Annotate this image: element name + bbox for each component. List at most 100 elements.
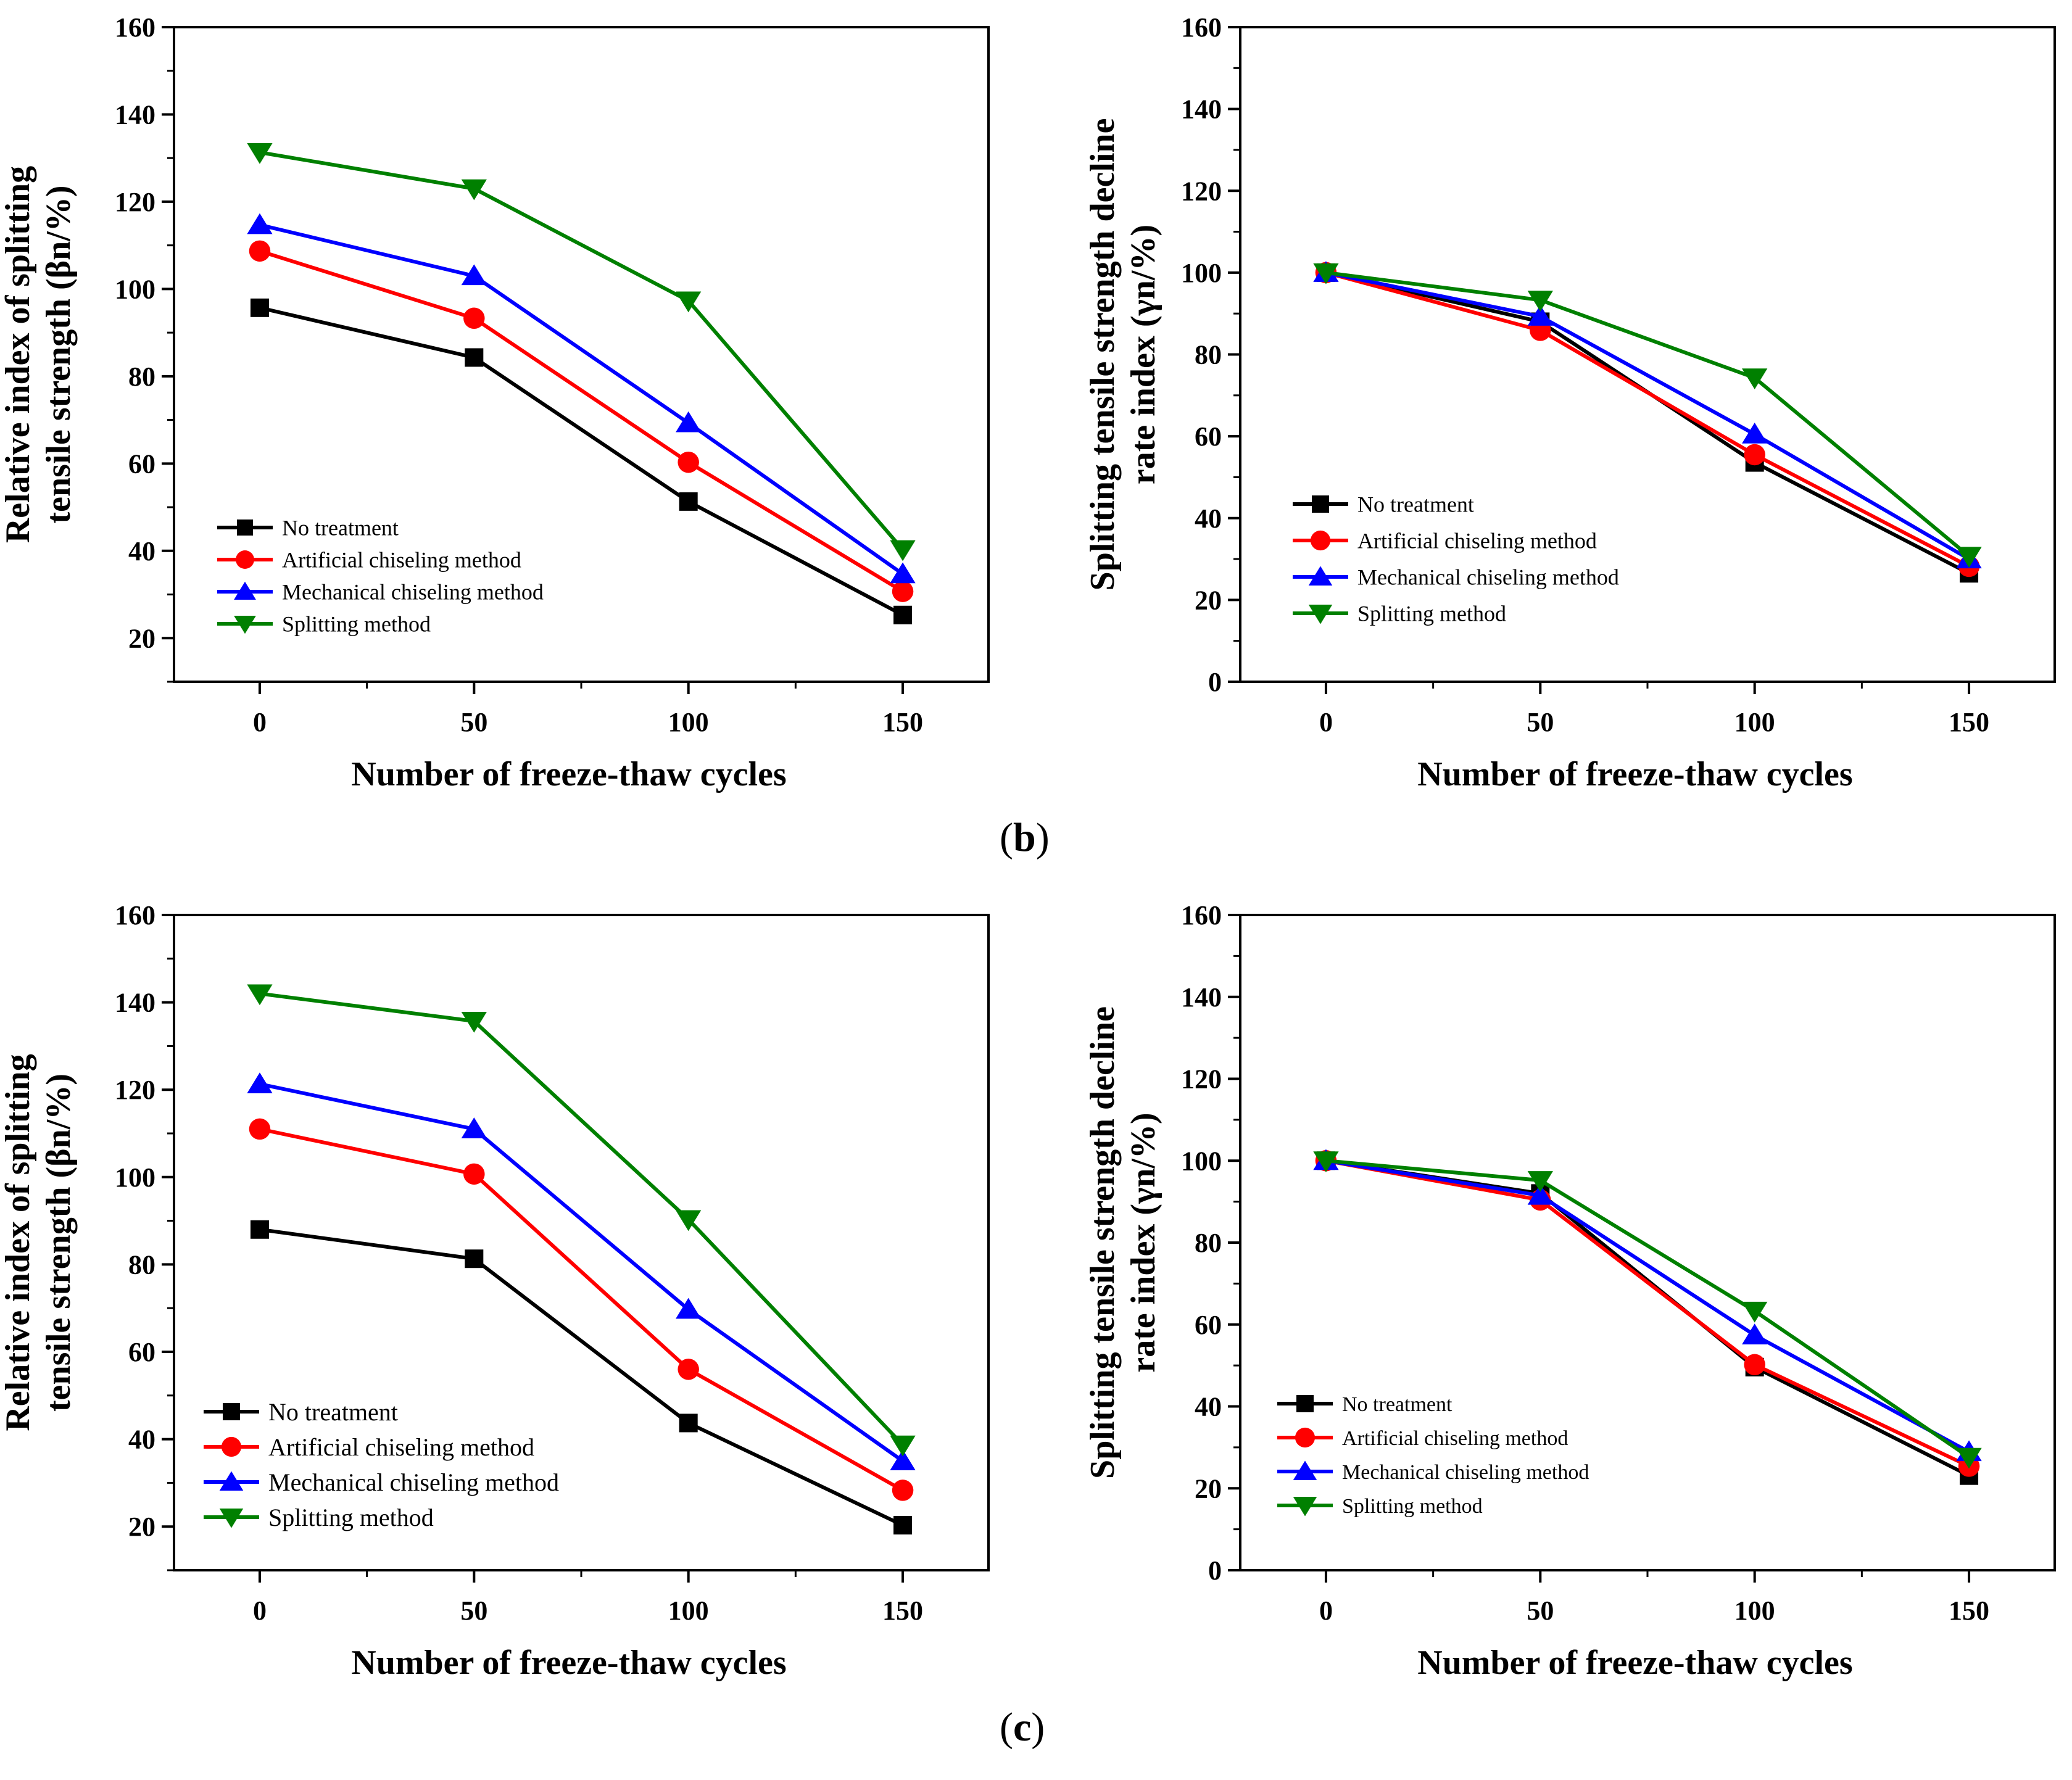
y-tick-label: 80 — [128, 1249, 155, 1280]
y-tick-label: 80 — [1195, 1228, 1222, 1258]
panel-label-b: (b) — [1000, 815, 1050, 860]
y-tick-label: 40 — [128, 536, 155, 566]
data-point-mechanical — [247, 1072, 273, 1093]
legend-label: Artificial chiseling method — [1357, 529, 1597, 553]
y-tick-label: 40 — [128, 1425, 155, 1455]
y-tick-label: 140 — [115, 988, 155, 1018]
data-point-splitting — [461, 1012, 487, 1033]
legend-marker — [1293, 1497, 1317, 1517]
x-tick-label: 150 — [1949, 1596, 1989, 1626]
series-line-splitting — [1325, 1159, 1970, 1459]
data-point-artificial — [678, 451, 699, 473]
y-axis-title: Splitting tensile strength decline — [1084, 1006, 1122, 1479]
data-point-splitting — [890, 1435, 916, 1457]
legend-label: Mechanical chiseling method — [282, 580, 544, 605]
data-point-artificial — [678, 1359, 699, 1380]
chart-b-right: 0 20 40 60 80 100 120 140 160 0 50 100 150 Number of … — [1084, 12, 2056, 793]
y-tick-label: 160 — [115, 900, 155, 930]
legend-marker — [1308, 605, 1333, 624]
legend: No treatment Artificial chiseling method M… — [1277, 1393, 1589, 1518]
legend-label: Artificial chiseling method — [268, 1433, 534, 1461]
series-line-no_treatment — [259, 305, 904, 617]
legend: No treatment Artificial chiseling method M… — [204, 1398, 559, 1531]
x-tick-label: 0 — [1319, 1596, 1333, 1626]
legend-marker — [234, 616, 256, 634]
data-point-splitting — [1527, 1171, 1553, 1192]
x-tick-label: 150 — [1949, 707, 1989, 737]
data-point-artificial — [892, 1480, 914, 1501]
data-point-artificial — [463, 307, 485, 329]
x-tick-label: 50 — [1527, 707, 1554, 737]
data-point-splitting — [247, 143, 273, 164]
legend-marker — [1293, 1460, 1317, 1480]
y-tick-label: 40 — [1195, 1392, 1222, 1422]
chart-b-left: 20 40 60 80 100 120 140 160 0 50 100 150 Number of f… — [0, 12, 990, 793]
y-tick-label: 140 — [1181, 982, 1222, 1012]
data-point-artificial — [249, 1118, 271, 1140]
x-axis-title: Number of freeze-thaw cycles — [1417, 1644, 1852, 1682]
legend-marker — [237, 520, 253, 536]
series-line-no_treatment — [259, 1227, 904, 1527]
data-point-splitting — [676, 1210, 702, 1232]
y-tick-label: 120 — [1181, 1064, 1222, 1095]
legend: No treatment Artificial chiseling method M… — [217, 516, 544, 637]
y-tick-label: 20 — [1195, 585, 1222, 615]
panel-label-c: (c) — [1000, 1705, 1045, 1750]
data-point-mechanical — [676, 1298, 702, 1319]
data-point-splitting — [1956, 1447, 1982, 1469]
y-tick-label: 160 — [1181, 12, 1222, 43]
series-line-mechanical — [1325, 1159, 1970, 1454]
y-tick-label: 100 — [1181, 1146, 1222, 1176]
series-line-splitting — [259, 151, 905, 551]
data-point-splitting — [1956, 547, 1982, 568]
data-point-mechanical — [890, 1449, 916, 1470]
data-point-mechanical — [1742, 423, 1768, 444]
data-point-no_treatment — [250, 298, 269, 317]
y-tick-label: 60 — [128, 449, 155, 479]
y-axis-title: Splitting tensile strength decline — [1084, 118, 1122, 591]
series-line-mechanical — [259, 1082, 904, 1463]
x-axis-title: Number of freeze-thaw cycles — [351, 1644, 786, 1682]
y-tick-label: 20 — [128, 1512, 155, 1542]
data-point-no_treatment — [679, 492, 698, 511]
legend-marker — [221, 1436, 242, 1457]
x-tick-label: 50 — [460, 1596, 487, 1626]
legend-label: Splitting method — [282, 612, 431, 637]
y-tick-label: 60 — [128, 1337, 155, 1367]
data-point-no_treatment — [893, 605, 913, 624]
y-axis-title: rate index (γn/%) — [1124, 225, 1162, 484]
data-point-splitting — [247, 984, 273, 1006]
data-point-mechanical — [247, 213, 273, 234]
data-point-splitting — [1527, 291, 1553, 312]
legend-marker — [1295, 1427, 1316, 1448]
series-line-artificial — [1325, 1159, 1970, 1468]
data-point-artificial — [1744, 444, 1765, 466]
data-point-no_treatment — [893, 1516, 913, 1535]
x-tick-label: 150 — [882, 707, 923, 737]
data-point-mechanical — [890, 562, 916, 584]
x-tick-label: 100 — [668, 1596, 709, 1626]
data-point-splitting — [890, 540, 916, 561]
data-point-no_treatment — [465, 1249, 484, 1269]
y-tick-label: 60 — [1195, 421, 1222, 452]
legend-label: No treatment — [1357, 492, 1474, 517]
data-point-mechanical — [1742, 1323, 1768, 1345]
series-line-artificial — [259, 249, 904, 594]
legend: No treatment Artificial chiseling method M… — [1293, 492, 1619, 626]
y-axis-title: Relative index of splitting — [0, 1054, 37, 1431]
data-point-artificial — [463, 1163, 485, 1185]
legend-label: No treatment — [1342, 1393, 1452, 1416]
x-tick-label: 150 — [882, 1596, 923, 1626]
y-tick-label: 0 — [1208, 667, 1222, 697]
data-point-artificial — [892, 581, 914, 602]
y-tick-label: 140 — [1181, 94, 1222, 125]
data-point-no_treatment — [679, 1414, 698, 1433]
legend-marker — [234, 581, 256, 600]
legend-label: No treatment — [268, 1398, 398, 1426]
x-tick-label: 0 — [1319, 707, 1333, 737]
data-point-mechanical — [1527, 1183, 1553, 1205]
legend-marker — [1312, 495, 1329, 513]
x-tick-label: 50 — [1527, 1596, 1554, 1626]
chart-c-left: 20 40 60 80 100 120 140 160 0 50 100 150 Number of f… — [0, 900, 990, 1682]
